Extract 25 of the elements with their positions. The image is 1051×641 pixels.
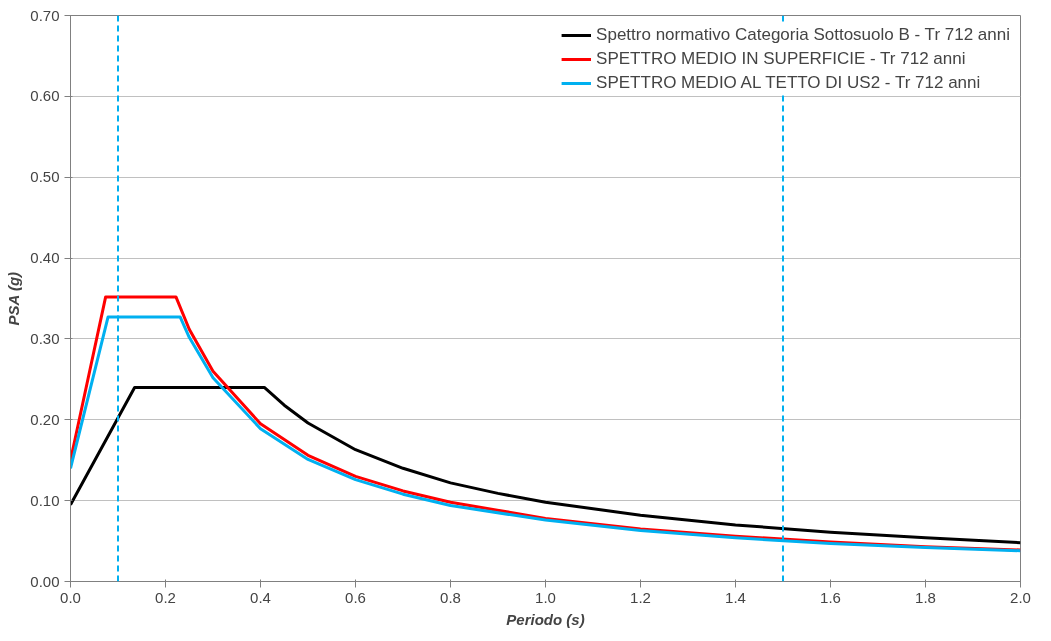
x-tick-label: 0.6 xyxy=(345,588,366,606)
x-tick-label: 1.2 xyxy=(630,588,651,606)
legend-label: SPETTRO MEDIO AL TETTO DI US2 - Tr 712 anni xyxy=(596,73,981,93)
x-tick-label: 1.6 xyxy=(820,588,841,606)
y-tick-label: 0.40 xyxy=(30,249,60,267)
y-tick-label: 0.60 xyxy=(30,87,60,105)
x-tick-label: 0.8 xyxy=(440,588,461,606)
x-axis-title: Periodo (s) xyxy=(506,610,585,628)
y-tick-label: 0.30 xyxy=(30,329,60,347)
y-tick-label: 0.70 xyxy=(30,6,60,24)
y-tick-label: 0.20 xyxy=(30,410,60,428)
y-tick-label: 0.00 xyxy=(30,572,60,590)
legend-label: SPETTRO MEDIO IN SUPERFICIE - Tr 712 anni xyxy=(596,49,966,69)
y-tick-label: 0.50 xyxy=(30,168,60,186)
x-tick-label: 0.4 xyxy=(250,588,271,606)
y-tick-label: 0.10 xyxy=(30,491,60,509)
x-tick-label: 0.2 xyxy=(155,588,176,606)
x-tick-label: 1.0 xyxy=(535,588,556,606)
x-tick-label: 2.0 xyxy=(1010,588,1031,606)
x-tick-label: 0.0 xyxy=(60,588,81,606)
legend-label: Spettro normativo Categoria Sottosuolo B - Tr 712 anni xyxy=(596,25,1010,45)
x-tick-label: 1.4 xyxy=(725,588,746,606)
y-axis-title: PSA (g) xyxy=(5,271,23,326)
line-series xyxy=(70,385,1021,545)
x-tick-label: 1.8 xyxy=(915,588,936,606)
